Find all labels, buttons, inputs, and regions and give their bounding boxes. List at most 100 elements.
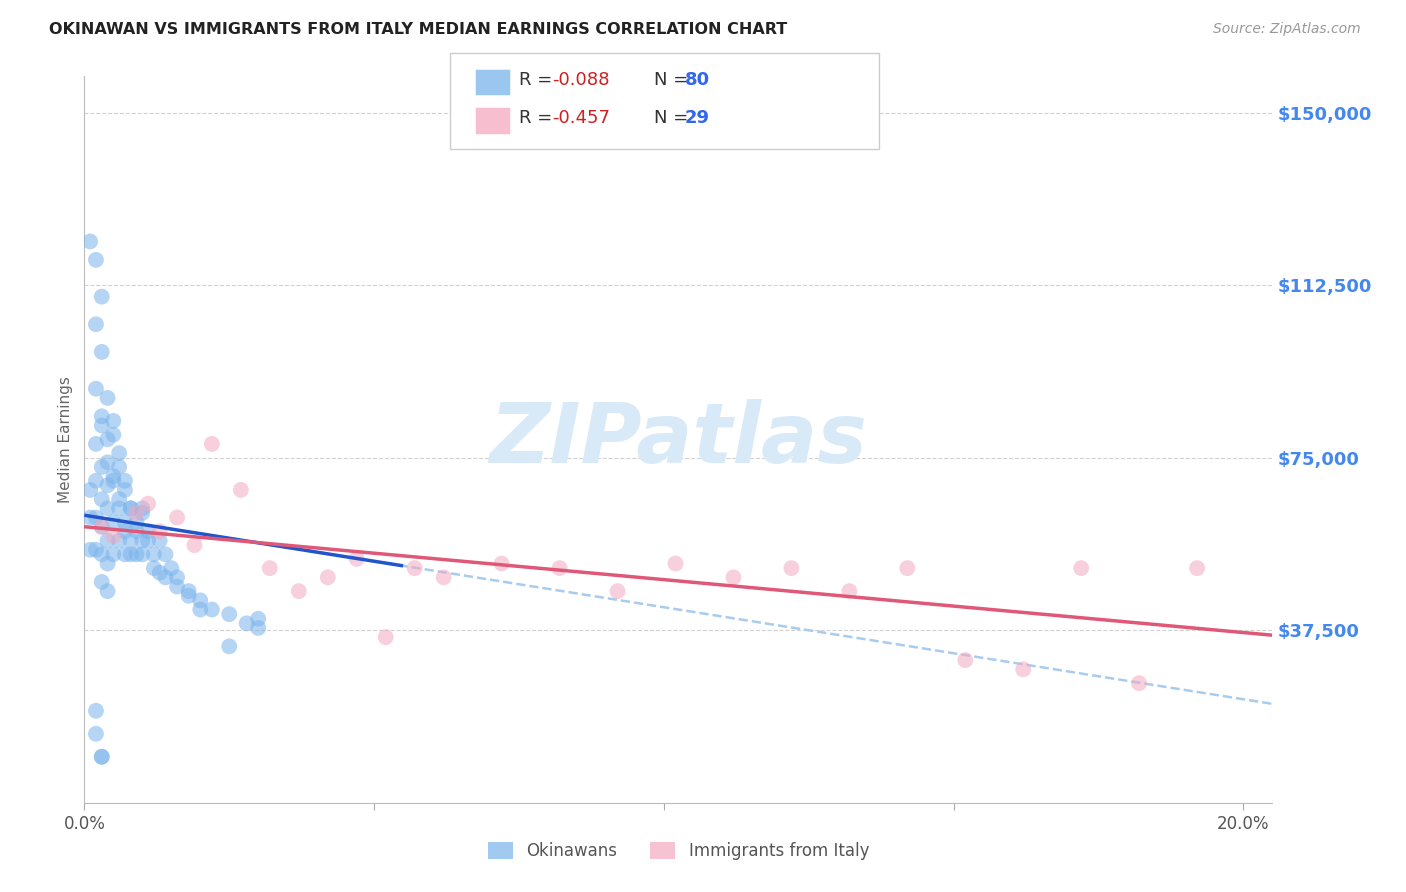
Point <box>96 455 118 469</box>
Point <box>188 593 211 607</box>
Point <box>96 478 118 492</box>
Point <box>120 547 142 561</box>
Point <box>84 727 107 741</box>
Point <box>247 621 270 635</box>
Point <box>120 501 142 516</box>
Point <box>125 506 148 520</box>
Point <box>1128 676 1150 690</box>
Point <box>103 529 125 543</box>
Point <box>149 524 172 539</box>
Point <box>96 584 118 599</box>
Point <box>131 533 153 548</box>
Point <box>125 524 148 539</box>
Point <box>84 510 107 524</box>
Text: Source: ZipAtlas.com: Source: ZipAtlas.com <box>1213 22 1361 37</box>
Point <box>108 533 131 548</box>
Point <box>108 501 131 516</box>
Point <box>103 547 125 561</box>
Point <box>84 437 107 451</box>
Point <box>90 418 112 433</box>
Point <box>548 561 571 575</box>
Point <box>108 459 131 474</box>
Point <box>723 570 745 584</box>
Point <box>218 640 240 654</box>
Text: ZIPatlas: ZIPatlas <box>489 399 868 480</box>
Point <box>79 483 101 497</box>
Point <box>120 533 142 548</box>
Point <box>1070 561 1092 575</box>
Point <box>84 382 107 396</box>
Point <box>90 547 112 561</box>
Legend: Okinawans, Immigrants from Italy: Okinawans, Immigrants from Italy <box>481 836 876 867</box>
Point <box>96 533 118 548</box>
Point <box>316 570 339 584</box>
Point <box>247 612 270 626</box>
Point <box>131 547 153 561</box>
Point <box>177 584 200 599</box>
Point <box>606 584 628 599</box>
Point <box>166 570 188 584</box>
Point <box>346 552 368 566</box>
Point <box>188 602 211 616</box>
Point <box>177 589 200 603</box>
Point <box>90 749 112 764</box>
Point <box>90 344 112 359</box>
Point <box>114 483 136 497</box>
Point <box>90 749 112 764</box>
Point <box>103 469 125 483</box>
Text: R =: R = <box>519 71 558 89</box>
Point <box>288 584 311 599</box>
Point <box>491 557 513 571</box>
Point <box>838 584 860 599</box>
Point <box>229 483 252 497</box>
Point <box>149 566 172 580</box>
Point <box>1185 561 1208 575</box>
Point <box>108 492 131 507</box>
Point <box>149 533 172 548</box>
Point <box>79 542 101 557</box>
Point <box>404 561 426 575</box>
Point <box>84 474 107 488</box>
Point <box>183 538 205 552</box>
Text: R =: R = <box>519 109 558 127</box>
Point <box>90 290 112 304</box>
Point <box>433 570 456 584</box>
Text: N =: N = <box>654 71 693 89</box>
Point <box>79 235 101 249</box>
Point <box>84 318 107 332</box>
Text: 29: 29 <box>685 109 710 127</box>
Point <box>114 547 136 561</box>
Point <box>166 510 188 524</box>
Point <box>136 524 159 539</box>
Point <box>131 506 153 520</box>
Point <box>96 557 118 571</box>
Text: OKINAWAN VS IMMIGRANTS FROM ITALY MEDIAN EARNINGS CORRELATION CHART: OKINAWAN VS IMMIGRANTS FROM ITALY MEDIAN… <box>49 22 787 37</box>
Point <box>955 653 977 667</box>
Text: -0.457: -0.457 <box>553 109 610 127</box>
Point <box>96 432 118 446</box>
Text: N =: N = <box>654 109 693 127</box>
Point <box>90 520 112 534</box>
Point <box>235 616 257 631</box>
Point <box>201 437 224 451</box>
Point <box>90 459 112 474</box>
Point <box>125 515 148 529</box>
Point <box>136 497 159 511</box>
Text: -0.088: -0.088 <box>553 71 610 89</box>
Point <box>166 580 188 594</box>
Point <box>218 607 240 622</box>
Point <box>103 427 125 442</box>
Point <box>1012 662 1035 676</box>
Point <box>780 561 803 575</box>
Point <box>108 446 131 460</box>
Point <box>103 414 125 428</box>
Point <box>142 547 165 561</box>
Point <box>79 510 101 524</box>
Point <box>96 501 118 516</box>
Point <box>96 391 118 405</box>
Point <box>125 547 148 561</box>
Point <box>664 557 686 571</box>
Point <box>90 409 112 424</box>
Point <box>142 561 165 575</box>
Point <box>90 492 112 507</box>
